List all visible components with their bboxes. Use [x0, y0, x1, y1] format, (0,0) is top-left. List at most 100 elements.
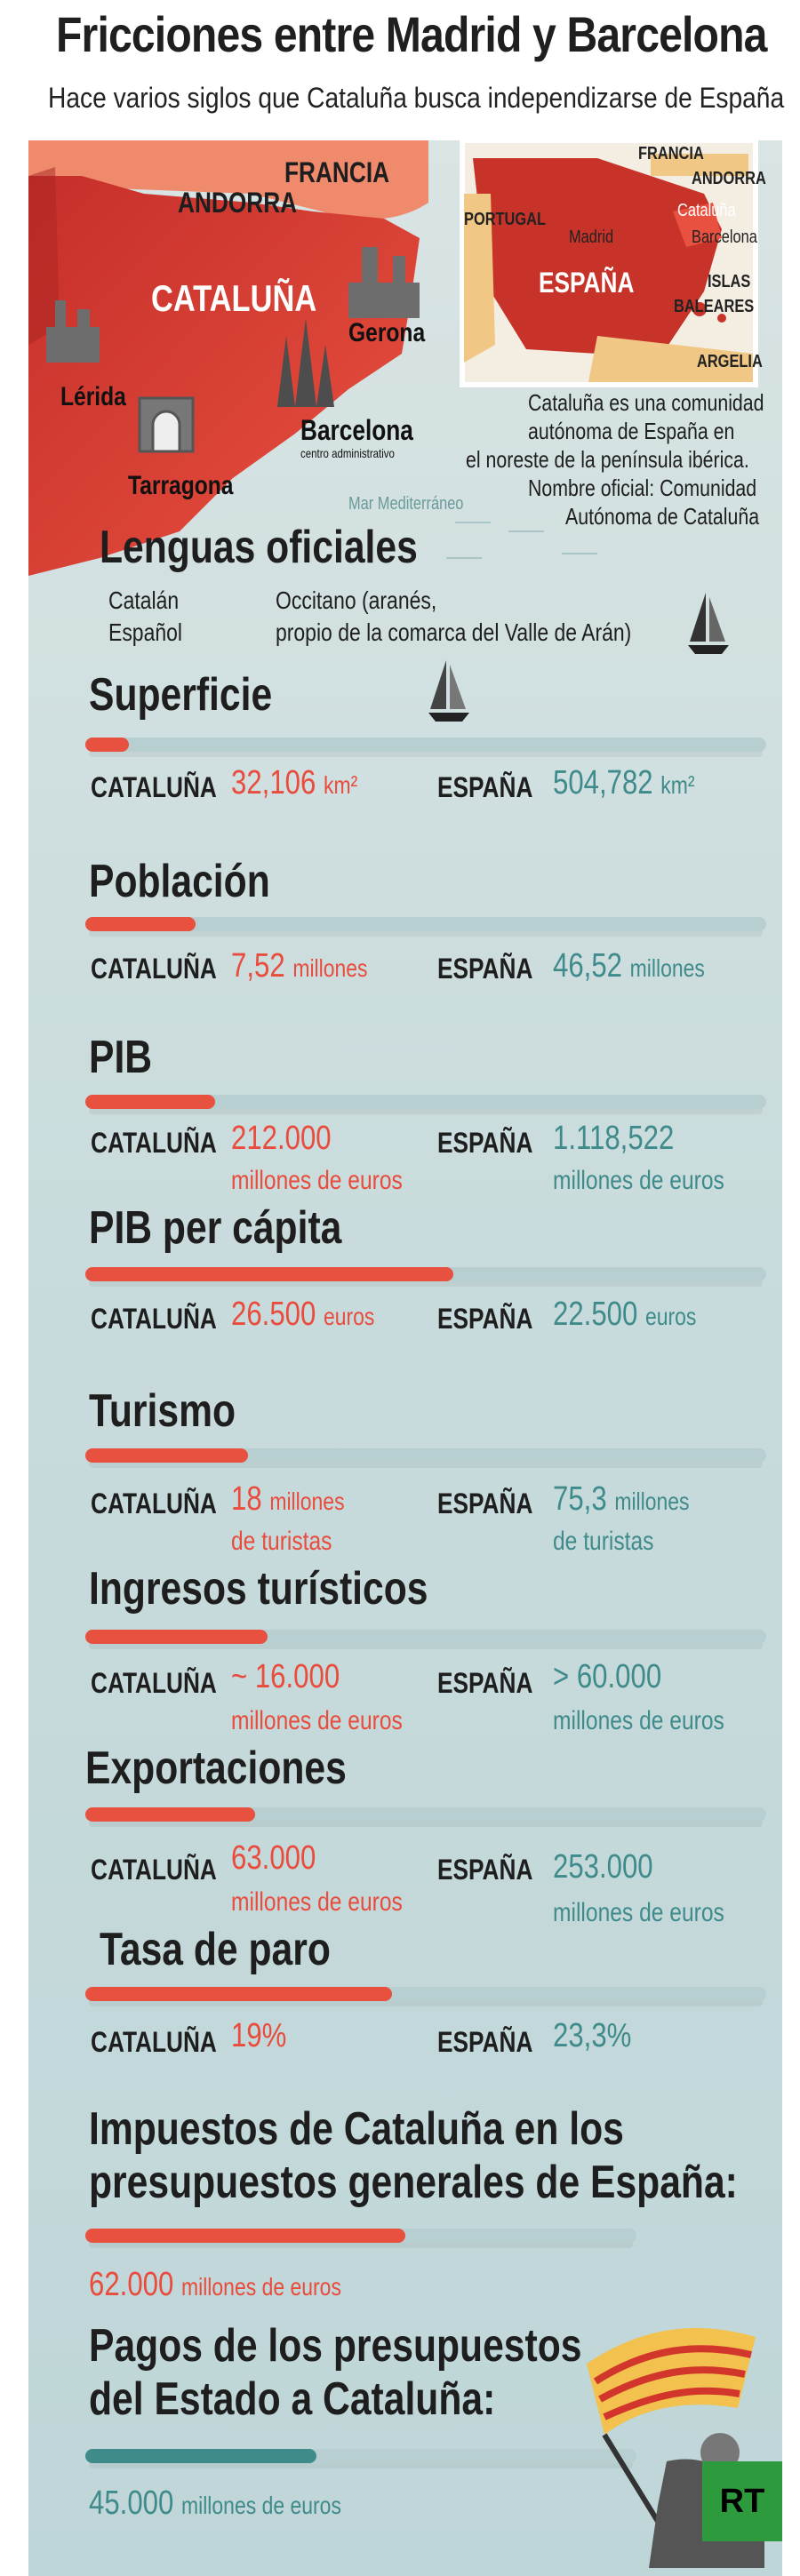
taxes-title-line1: Impuestos de Cataluña en los — [89, 2103, 624, 2155]
map-label-barcelona: Barcelona — [300, 414, 413, 446]
stat-cat-value-poblacion: 7,52 millones — [231, 947, 368, 985]
gerona-building-icon — [348, 247, 420, 318]
stat-esp-value-pib: 1.118,522 — [553, 1120, 675, 1157]
stat-title-tasa-de-paro: Tasa de paro — [100, 1924, 331, 1975]
stat-title-turismo: Turismo — [89, 1385, 236, 1437]
language-item-catalan: Catalán — [108, 586, 180, 614]
payments-title-line2: del Estado a Cataluña: — [89, 2373, 496, 2425]
languages-title: Lenguas oficiales — [100, 522, 418, 573]
stat-bar-superficie — [85, 738, 766, 752]
stat-cat-sub-ingresos: millones de euros — [231, 1706, 403, 1735]
stat-title-superficie: Superficie — [89, 669, 273, 721]
stat-label-espana: ESPAÑA — [437, 1303, 533, 1335]
language-item-espanol: Español — [108, 618, 182, 646]
payments-value: 45.000 millones de euros — [89, 2484, 341, 2522]
stat-label-espana: ESPAÑA — [437, 1487, 533, 1519]
inset-label-andorra: ANDORRA — [692, 169, 766, 188]
stat-title-pib: PIB — [89, 1032, 153, 1083]
stat-bar-exportaciones — [85, 1807, 766, 1822]
map-label-andorra: ANDORRA — [178, 187, 298, 219]
bar-fill — [85, 1630, 268, 1644]
content-panel — [28, 140, 782, 2576]
language-occitano-line2: propio de la comarca del Valle de Arán) — [276, 618, 632, 646]
stat-title-ingresos-turisticos: Ingresos turísticos — [89, 1563, 428, 1615]
inset-label-baleares: BALEARES — [674, 297, 755, 316]
stat-label-cataluna: CATALUÑA — [91, 1487, 217, 1519]
catalonia-map — [28, 140, 758, 576]
stat-cat-value-pib-per-capita: 26.500 euros — [231, 1296, 375, 1333]
inset-label-barcelona: Barcelona — [692, 227, 757, 247]
stat-cat-sub-pib: millones de euros — [231, 1166, 403, 1195]
stat-cat-value-exportaciones: 63.000 — [231, 1839, 316, 1877]
rt-logo: RT — [702, 2461, 782, 2541]
inset-label-espana: ESPAÑA — [539, 267, 635, 299]
payments-bar — [85, 2449, 636, 2463]
stat-bar-pib — [85, 1095, 766, 1109]
taxes-bar — [85, 2229, 636, 2243]
barcelona-building-icon — [277, 318, 334, 407]
stat-esp-value-poblacion: 46,52 millones — [553, 947, 705, 985]
stat-title-pib-per-capita: PIB per cápita — [89, 1202, 342, 1254]
stat-label-espana: ESPAÑA — [437, 771, 533, 803]
stat-label-cataluna: CATALUÑA — [91, 1854, 217, 1886]
map-label-sea: Mar Mediterráneo — [348, 494, 464, 514]
inset-label-portugal: PORTUGAL — [464, 210, 547, 229]
page-title: Fricciones entre Madrid y Barcelona — [56, 6, 767, 62]
stat-label-cataluna: CATALUÑA — [91, 1127, 217, 1159]
sailboat-icon-2 — [428, 660, 469, 722]
bar-fill — [85, 1987, 392, 2001]
stat-esp-value-paro: 23,3% — [553, 2017, 632, 2054]
map-label-tarragona: Tarragona — [128, 471, 234, 500]
map-label-francia: FRANCIA — [284, 156, 390, 188]
stat-bar-tasa-de-paro — [85, 1987, 766, 2001]
bar-fill — [85, 2449, 317, 2463]
tarragona-building-icon — [138, 396, 195, 453]
france-region — [28, 140, 428, 219]
stat-label-cataluna: CATALUÑA — [91, 1303, 217, 1335]
taxes-value: 62.000 millones de euros — [89, 2266, 341, 2303]
stat-label-cataluna: CATALUÑA — [91, 2026, 217, 2058]
map-label-gerona: Gerona — [348, 318, 426, 347]
stat-esp-sub-ingresos: millones de euros — [553, 1706, 724, 1735]
stat-esp-value-turismo: 75,3 millones — [553, 1480, 690, 1518]
sailboat-icon — [688, 593, 729, 654]
inset-label-argelia: ARGELIA — [697, 352, 763, 371]
bar-fill — [85, 917, 196, 931]
bar-fill — [85, 1267, 453, 1281]
stat-cat-value-ingresos: ~ 16.000 — [231, 1658, 340, 1695]
stat-cat-sub-turismo: de turistas — [231, 1527, 332, 1556]
info-line-1: Cataluña es una comunidad — [528, 389, 764, 416]
stat-label-espana: ESPAÑA — [437, 1667, 533, 1699]
payments-title-line1: Pagos de los presupuestos — [89, 2320, 582, 2372]
stat-esp-value-pib-per-capita: 22.500 euros — [553, 1296, 697, 1333]
stat-cat-value-paro: 19% — [231, 2017, 287, 2054]
stat-esp-sub-turismo: de turistas — [553, 1527, 654, 1556]
stat-bar-turismo — [85, 1448, 766, 1463]
stat-cat-value-superficie: 32,106 km² — [231, 764, 358, 802]
stat-label-cataluna: CATALUÑA — [91, 771, 217, 803]
stat-label-espana: ESPAÑA — [437, 1127, 533, 1159]
map-label-barcelona-note: centro administrativo — [300, 446, 395, 460]
stat-cat-sub-exportaciones: millones de euros — [231, 1887, 403, 1917]
lerida-building-icon — [46, 300, 100, 363]
stat-title-exportaciones: Exportaciones — [85, 1743, 347, 1794]
map-label-cataluna: CATALUÑA — [151, 277, 317, 319]
info-line-5: Autónoma de Cataluña — [565, 503, 760, 530]
catalonia-region — [28, 176, 420, 576]
stat-label-cataluna: CATALUÑA — [91, 1667, 217, 1699]
inset-label-cataluna: Cataluña — [677, 201, 736, 220]
stat-title-poblacion: Población — [89, 856, 270, 907]
map-label-lerida: Lérida — [60, 382, 126, 411]
inset-label-francia: FRANCIA — [638, 144, 704, 163]
stat-bar-ingresos-turisticos — [85, 1630, 766, 1644]
stat-esp-value-exportaciones: 253.000 — [553, 1848, 653, 1886]
bar-fill — [85, 738, 130, 752]
inset-label-islas: ISLAS — [708, 272, 751, 291]
taxes-title-line2: presupuestos generales de España: — [89, 2157, 738, 2208]
bar-fill — [85, 2229, 405, 2243]
info-line-4: Nombre oficial: Comunidad — [528, 475, 757, 501]
stat-label-espana: ESPAÑA — [437, 1854, 533, 1886]
stat-cat-value-turismo: 18 millones — [231, 1480, 345, 1518]
info-line-3: el noreste de la península ibérica. — [466, 446, 749, 473]
